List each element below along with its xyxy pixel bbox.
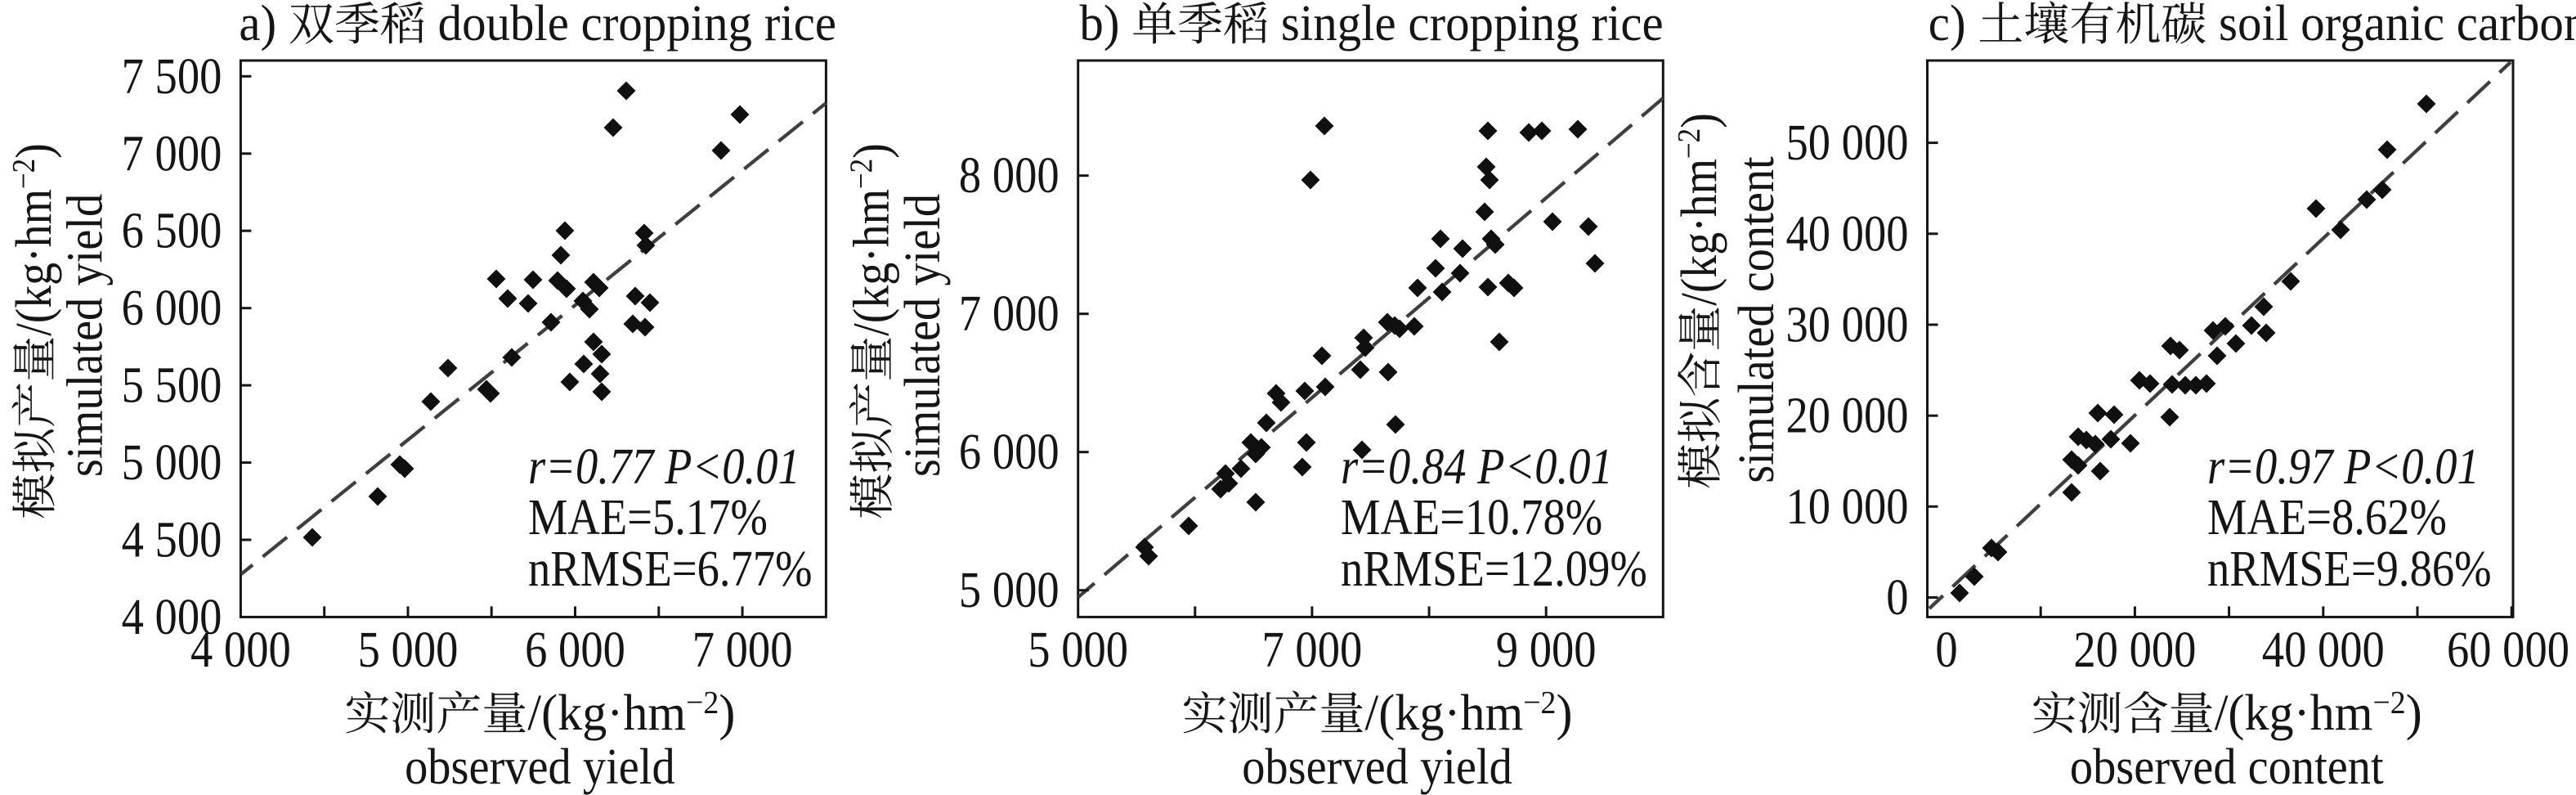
svg-text:/(kg·hm: /(kg·hm [1672, 159, 1727, 306]
svg-text:simulated yield: simulated yield [895, 194, 951, 477]
svg-text:8 000: 8 000 [959, 148, 1060, 204]
svg-text:simulated content: simulated content [1729, 156, 1785, 483]
svg-text:/(kg·hm: /(kg·hm [527, 685, 686, 741]
svg-text:): ) [2406, 685, 2422, 741]
svg-text:−2: −2 [7, 159, 42, 189]
svg-text:observed content: observed content [2070, 739, 2384, 795]
svg-text:simulated yield: simulated yield [58, 194, 114, 477]
svg-text:6 000: 6 000 [122, 281, 222, 336]
svg-text:/(kg·hm: /(kg·hm [7, 189, 62, 336]
svg-text:): ) [1557, 685, 1573, 741]
svg-text:7 000: 7 000 [692, 622, 793, 678]
svg-text:observed yield: observed yield [405, 739, 675, 795]
svg-text:): ) [719, 685, 735, 741]
svg-text:5 000: 5 000 [122, 435, 222, 491]
svg-text:r=0.84 P<0.01: r=0.84 P<0.01 [1341, 439, 1613, 495]
svg-text:9 000: 9 000 [1496, 622, 1597, 678]
svg-text:40 000: 40 000 [2262, 622, 2385, 678]
svg-text:0: 0 [1886, 570, 1908, 626]
svg-text:30 000: 30 000 [1786, 298, 1909, 353]
svg-text:20 000: 20 000 [2073, 622, 2196, 678]
svg-text:5 000: 5 000 [358, 622, 459, 678]
svg-text:60 000: 60 000 [2447, 622, 2569, 678]
svg-text:4 000: 4 000 [190, 622, 291, 678]
svg-text:r=0.97 P<0.01: r=0.97 P<0.01 [2207, 439, 2480, 495]
svg-text:b): b) [1079, 0, 1131, 52]
svg-text:nRMSE=6.77%: nRMSE=6.77% [528, 541, 813, 597]
svg-text:4 500: 4 500 [122, 513, 222, 568]
svg-text:MAE=8.62%: MAE=8.62% [2207, 490, 2447, 546]
svg-text:−2: −2 [2373, 685, 2406, 721]
svg-text:r=0.77 P<0.01: r=0.77 P<0.01 [528, 439, 800, 495]
svg-text:50 000: 50 000 [1786, 115, 1909, 171]
svg-text:6 500: 6 500 [122, 204, 222, 259]
svg-text:): ) [844, 143, 899, 159]
svg-text:−2: −2 [844, 159, 879, 189]
svg-text:nRMSE=9.86%: nRMSE=9.86% [2207, 541, 2492, 597]
svg-text:nRMSE=12.09%: nRMSE=12.09% [1341, 541, 1647, 597]
svg-text:7 000: 7 000 [122, 126, 222, 182]
svg-text:−2: −2 [686, 685, 719, 721]
svg-text:7 500: 7 500 [122, 49, 222, 105]
svg-text:40 000: 40 000 [1786, 206, 1909, 262]
svg-text:6 000: 6 000 [525, 622, 625, 678]
svg-text:): ) [7, 143, 62, 159]
svg-text:0: 0 [1935, 622, 1957, 678]
svg-text:/(kg·hm: /(kg·hm [2215, 685, 2373, 741]
svg-text:MAE=5.17%: MAE=5.17% [528, 490, 768, 546]
svg-text:5 000: 5 000 [1028, 622, 1128, 678]
svg-text:double cropping rice: double cropping rice [426, 0, 836, 52]
svg-text:4 000: 4 000 [122, 590, 222, 645]
svg-text:/(kg·hm: /(kg·hm [844, 189, 899, 336]
svg-text:10 000: 10 000 [1786, 479, 1909, 535]
svg-text:6 000: 6 000 [959, 424, 1060, 480]
svg-text:soil organic carbon: soil organic carbon [2206, 0, 2576, 52]
svg-text:7 000: 7 000 [959, 286, 1060, 342]
svg-text:−2: −2 [1523, 685, 1556, 721]
svg-text:observed yield: observed yield [1242, 739, 1512, 795]
svg-text:): ) [1672, 113, 1727, 128]
svg-text:single cropping rice: single cropping rice [1269, 0, 1664, 52]
svg-text:c): c) [1929, 0, 1978, 52]
svg-text:5 500: 5 500 [122, 358, 222, 414]
svg-text:a): a) [239, 0, 289, 52]
svg-text:−2: −2 [1672, 128, 1707, 159]
svg-text:5 000: 5 000 [959, 563, 1060, 618]
svg-text:7 000: 7 000 [1262, 622, 1363, 678]
svg-text:/(kg·hm: /(kg·hm [1365, 685, 1524, 741]
svg-text:20 000: 20 000 [1786, 389, 1909, 444]
svg-text:MAE=10.78%: MAE=10.78% [1341, 490, 1602, 546]
